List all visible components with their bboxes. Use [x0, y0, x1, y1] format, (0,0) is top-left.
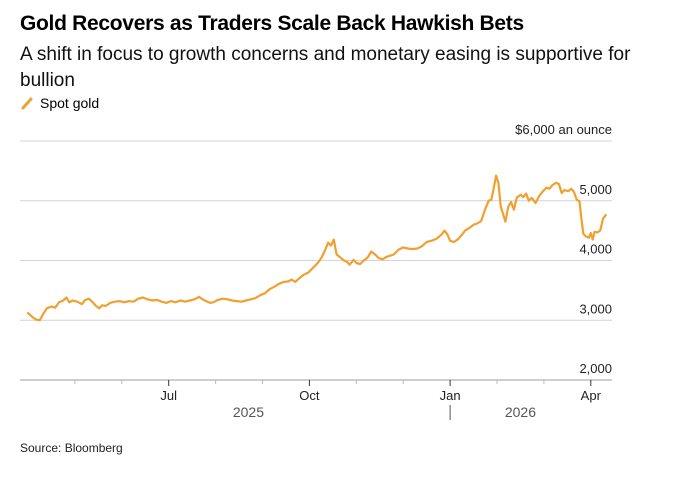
x-tick-label: Jul — [160, 388, 177, 403]
year-label: 2025 — [233, 404, 264, 420]
series-line-spot-gold — [26, 174, 607, 322]
y-tick-label: 4,000 — [579, 242, 612, 257]
source-note: Source: Bloomberg — [20, 441, 123, 455]
chart-subtitle: A shift in focus to growth concerns and … — [20, 44, 631, 91]
y-tick-label: 5,000 — [579, 182, 612, 197]
x-tick-label: Oct — [299, 388, 320, 403]
y-tick-label: 3,000 — [579, 301, 612, 316]
legend-label: Spot gold — [40, 95, 100, 111]
year-label: 2026 — [505, 404, 536, 420]
y-tick-label: 2,000 — [579, 361, 612, 376]
y-tick-label: $6,000 an ounce — [515, 122, 612, 137]
x-tick-label: Jan — [440, 388, 461, 403]
legend: Spot gold — [20, 95, 99, 111]
x-tick-label: Apr — [581, 388, 602, 403]
chart-title: Gold Recovers as Traders Scale Back Hawk… — [20, 12, 524, 35]
legend-swatch-icon — [21, 97, 33, 110]
